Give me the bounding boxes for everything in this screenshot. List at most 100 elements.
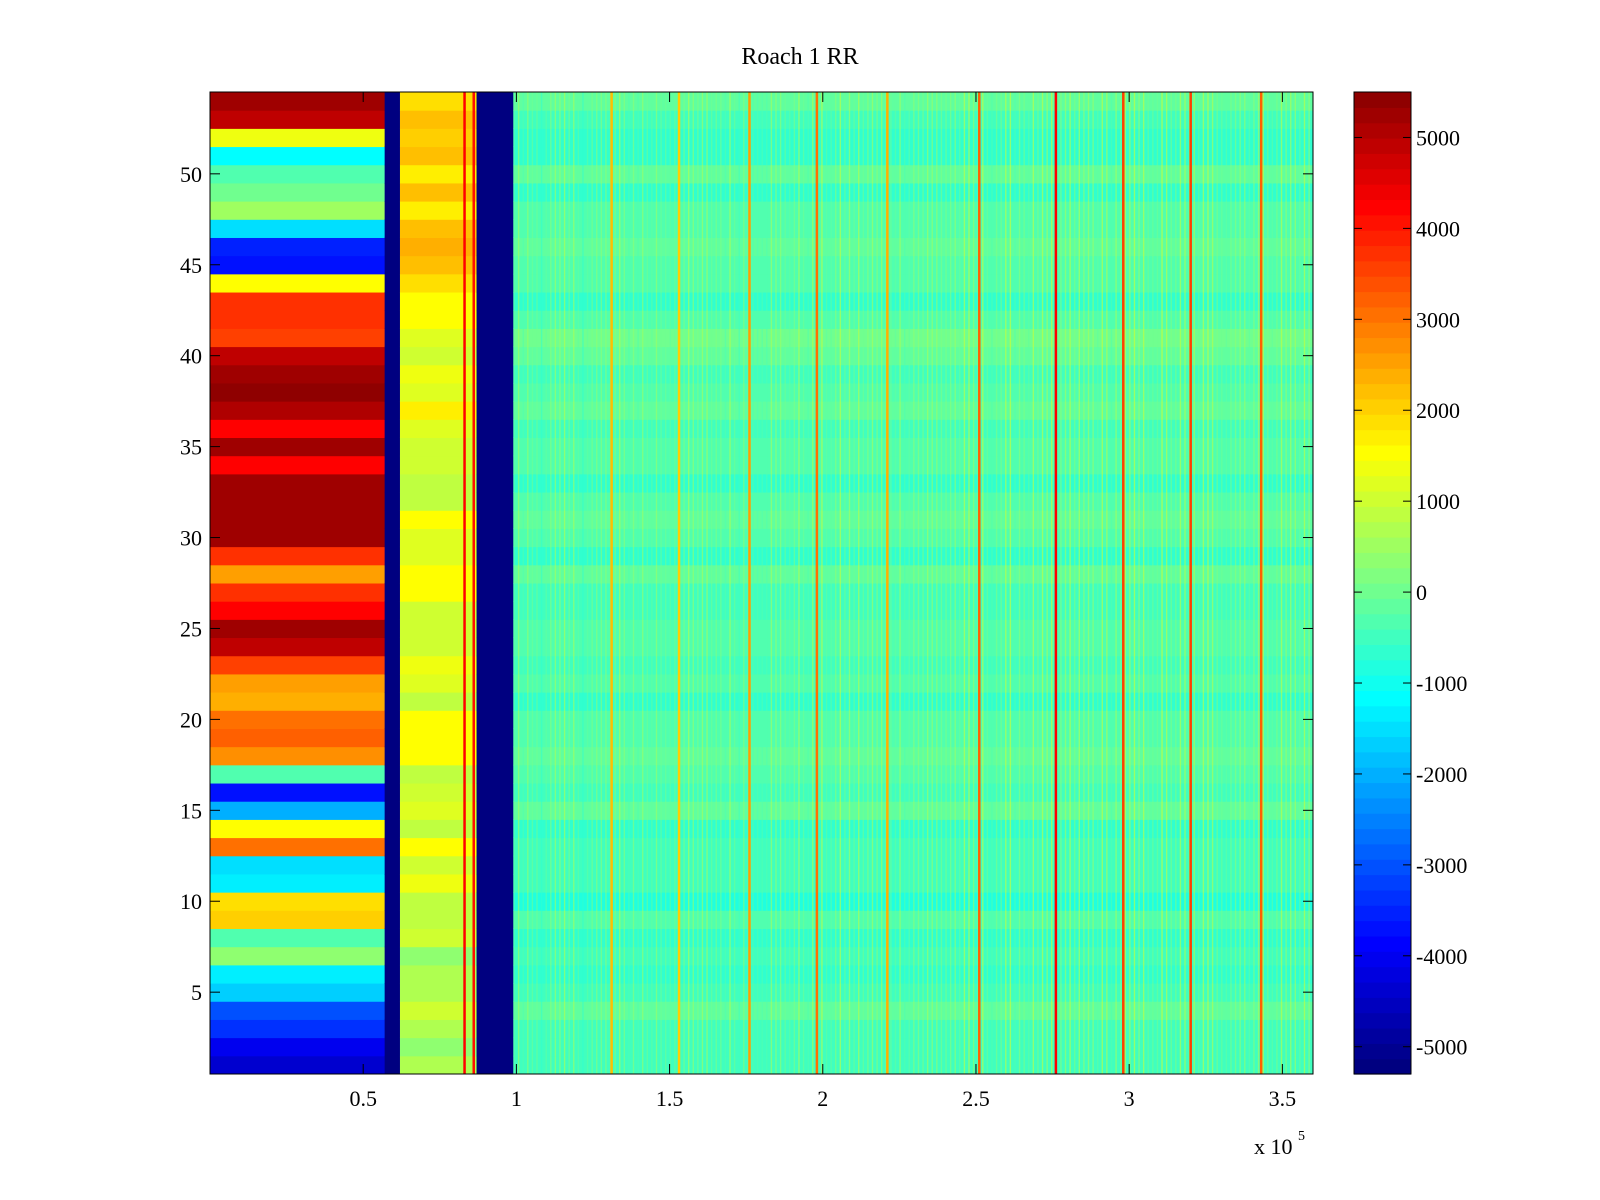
colorbar-swatch — [1354, 690, 1411, 707]
heatmap-texture-line — [936, 92, 938, 1074]
x-tick-label: 0.5 — [349, 1086, 377, 1111]
heatmap-band-cell — [399, 164, 478, 184]
heatmap-texture-line — [1069, 92, 1071, 1074]
colorbar-swatch — [1354, 843, 1411, 860]
heatmap-band-cell — [476, 692, 514, 711]
heatmap-texture-line — [1037, 92, 1039, 1074]
heatmap-band-cell — [399, 783, 478, 802]
heatmap-band-cell — [399, 946, 478, 966]
colorbar-swatch — [1354, 199, 1411, 216]
x-tick-label: 2.5 — [962, 1086, 990, 1111]
heatmap-band-cell — [399, 819, 478, 839]
heatmap-texture-line — [513, 92, 515, 1074]
heatmap-texture-line — [1267, 92, 1269, 1074]
heatmap-texture-line — [559, 92, 561, 1074]
heatmap-texture-line — [770, 92, 773, 1074]
heatmap-band-cell — [399, 964, 478, 984]
heatmap-texture-line — [687, 92, 690, 1074]
colorbar-swatch — [1354, 184, 1411, 201]
heatmap-texture-line — [853, 92, 855, 1074]
heatmap-texture-line — [1106, 92, 1108, 1074]
heatmap-row-cell — [210, 583, 386, 602]
heatmap-cells — [210, 92, 1313, 1074]
heatmap-texture-line — [582, 92, 584, 1074]
heatmap-row-cell — [210, 910, 386, 930]
heatmap-texture-line — [1216, 92, 1218, 1074]
heatmap-texture-line — [1211, 92, 1214, 1074]
heatmap-band-cell — [384, 455, 401, 475]
heatmap-row-cell — [210, 510, 386, 529]
colorbar-swatch — [1354, 751, 1411, 768]
heatmap-band-cell — [384, 764, 401, 784]
heatmap-texture-line — [1138, 92, 1140, 1074]
heatmap-band-cell — [476, 237, 514, 257]
heatmap-texture-line — [1152, 92, 1154, 1074]
x-axis-exponent: x 10 5 — [1254, 1129, 1305, 1159]
heatmap-stripe — [463, 92, 466, 1074]
heatmap-band-cell — [399, 746, 478, 766]
heatmap-texture-line — [1184, 92, 1186, 1074]
heatmap-texture-line — [563, 92, 566, 1074]
heatmap-texture-line — [913, 92, 915, 1074]
heatmap-texture-line — [1110, 92, 1113, 1074]
heatmap-band-cell — [384, 273, 401, 293]
heatmap-band-cell — [476, 764, 514, 784]
colorbar-swatch — [1354, 598, 1411, 615]
heatmap-row-cell — [210, 219, 386, 238]
colorbar-swatch — [1354, 1043, 1411, 1060]
colorbar-swatch — [1354, 981, 1411, 998]
heatmap-texture-line — [959, 92, 961, 1074]
heatmap-texture-line — [972, 92, 975, 1074]
colorbar-swatch — [1354, 429, 1411, 446]
heatmap-texture-line — [1133, 92, 1136, 1074]
heatmap-row-cell — [210, 455, 386, 475]
heatmap-texture-line — [531, 92, 534, 1074]
heatmap-texture-line — [1142, 92, 1145, 1074]
heatmap-band-cell — [476, 928, 514, 948]
heatmap-texture-line — [1253, 92, 1255, 1074]
heatmap-texture-line — [931, 92, 933, 1074]
heatmap-band-cell — [476, 819, 514, 839]
heatmap-texture-line — [871, 92, 874, 1074]
colorbar-swatch — [1354, 905, 1411, 922]
heatmap-band-cell — [399, 382, 478, 402]
heatmap-band-cell — [399, 528, 478, 548]
heatmap-band-cell — [399, 92, 478, 111]
heatmap-band-cell — [399, 873, 478, 893]
heatmap-row-cell — [210, 673, 386, 693]
heatmap-band-cell — [399, 110, 478, 129]
heatmap-row-cell — [210, 855, 386, 875]
heatmap-band-cell — [399, 182, 478, 202]
heatmap-row-cell — [210, 237, 386, 257]
heatmap-band-cell — [399, 655, 478, 675]
heatmap-texture-line — [775, 92, 777, 1074]
heatmap-band-cell — [399, 346, 478, 366]
heatmap-texture-line — [664, 92, 667, 1074]
heatmap-row-cell — [210, 110, 386, 129]
heatmap-texture-line — [954, 92, 956, 1074]
heatmap-texture-line — [692, 92, 694, 1074]
heatmap-band-cell — [384, 564, 401, 584]
colorbar-swatch — [1354, 675, 1411, 692]
heatmap-texture-line — [646, 92, 649, 1074]
colorbar-swatch — [1354, 444, 1411, 461]
heatmap-row-cell — [210, 928, 386, 948]
colorbar-swatch — [1354, 644, 1411, 661]
y-tick-label: 5 — [191, 980, 202, 1005]
heatmap-band-cell — [476, 182, 514, 202]
heatmap-band-cell — [384, 110, 401, 129]
y-tick-label: 45 — [180, 253, 202, 278]
heatmap-band-cell — [476, 910, 514, 930]
heatmap-texture-line — [1207, 92, 1209, 1074]
heatmap-band-cell — [399, 546, 478, 566]
heatmap-row-cell — [210, 601, 386, 620]
colorbar-swatch — [1354, 552, 1411, 569]
heatmap-stripe — [748, 92, 751, 1074]
heatmap-band-cell — [384, 255, 401, 275]
heatmap-band-cell — [476, 292, 514, 311]
heatmap-band-cell — [399, 583, 478, 602]
heatmap-texture-line — [986, 92, 989, 1074]
heatmap-texture-line — [1051, 92, 1053, 1074]
heatmap-band-cell — [384, 528, 401, 548]
